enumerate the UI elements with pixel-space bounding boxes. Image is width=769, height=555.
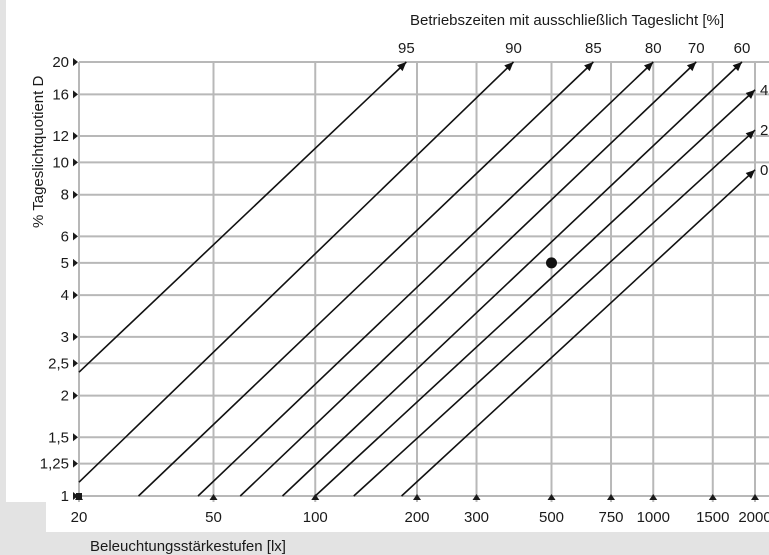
series-arrow-0 bbox=[745, 169, 755, 179]
y-tick-marker bbox=[73, 158, 78, 167]
series-lines bbox=[78, 61, 756, 497]
series-label-right-4: 4 bbox=[760, 82, 768, 99]
x-tick-marker bbox=[708, 494, 717, 500]
x-tick-label: 1000 bbox=[637, 509, 670, 526]
series-line-40 bbox=[314, 89, 756, 497]
series-arrow-60 bbox=[732, 62, 742, 72]
y-tick-marker bbox=[73, 232, 78, 241]
series-label-95: 95 bbox=[398, 40, 415, 57]
x-tick-marker bbox=[472, 494, 481, 500]
x-tick-label: 300 bbox=[464, 509, 489, 526]
y-tick-label: 2 bbox=[61, 388, 69, 405]
data-point-marker bbox=[546, 257, 558, 269]
x-tick-label: 750 bbox=[599, 509, 624, 526]
y-tick-marker bbox=[73, 291, 78, 300]
series-label-70: 70 bbox=[688, 40, 705, 57]
series-arrow-90 bbox=[504, 62, 514, 72]
y-tick-marker bbox=[73, 492, 78, 500]
x-tick-label: 500 bbox=[539, 509, 564, 526]
series-arrow-40 bbox=[745, 89, 755, 99]
series-line-60 bbox=[281, 61, 743, 497]
series-arrow-80 bbox=[643, 62, 654, 72]
x-tick-label: 20 bbox=[71, 509, 88, 526]
x-tick-label: 50 bbox=[205, 509, 222, 526]
y-tick-label: 6 bbox=[61, 228, 69, 245]
y-tick-marker bbox=[73, 433, 78, 442]
y-tick-marker bbox=[73, 58, 78, 66]
y-tick-label: 20 bbox=[52, 54, 69, 71]
x-tick-label: 1500 bbox=[696, 509, 729, 526]
y-tick-marker bbox=[73, 90, 78, 99]
y-tick-marker bbox=[73, 258, 78, 267]
x-tick-marker bbox=[751, 494, 759, 500]
series-label-right-2: 2 bbox=[760, 122, 768, 139]
y-tick-marker bbox=[73, 459, 78, 468]
series-label-90: 90 bbox=[505, 40, 522, 57]
y-tick-label: 1,25 bbox=[40, 456, 69, 473]
series-arrow-70 bbox=[686, 62, 697, 72]
x-tick-label: 200 bbox=[404, 509, 429, 526]
series-label-60: 60 bbox=[734, 40, 751, 57]
series-line-85 bbox=[137, 61, 594, 497]
series-label-right-0: 0 bbox=[760, 162, 768, 179]
series-line-20 bbox=[353, 129, 756, 497]
x-tick-marker bbox=[649, 494, 658, 500]
y-tick-marker bbox=[73, 132, 78, 141]
x-axis-label: Beleuchtungsstärkestufen [lx] bbox=[90, 538, 286, 555]
y-tick-label: 16 bbox=[52, 86, 69, 103]
series-line-80 bbox=[197, 61, 654, 497]
series-arrow-85 bbox=[584, 62, 594, 72]
top-axis-label: Betriebszeiten mit ausschließlich Tagesl… bbox=[410, 12, 724, 29]
series-label-85: 85 bbox=[585, 40, 602, 57]
y-tick-label: 2,5 bbox=[48, 355, 69, 372]
series-arrow-20 bbox=[745, 130, 755, 140]
x-tick-marker bbox=[547, 494, 556, 500]
y-tick-marker bbox=[73, 391, 78, 400]
y-tick-label: 12 bbox=[52, 128, 69, 145]
y-tick-label: 1 bbox=[61, 488, 69, 505]
y-tick-label: 8 bbox=[61, 187, 69, 204]
y-tick-label: 10 bbox=[52, 154, 69, 171]
series-line-70 bbox=[239, 61, 697, 497]
series-line-95 bbox=[78, 61, 407, 373]
x-tick-marker bbox=[607, 494, 616, 500]
y-tick-label: 3 bbox=[61, 329, 69, 346]
origin-marker bbox=[76, 493, 82, 499]
series-line-0 bbox=[400, 169, 756, 497]
bottom-axis-band-inner bbox=[46, 502, 769, 532]
y-tick-marker bbox=[73, 359, 78, 368]
y-tick-label: 5 bbox=[61, 255, 69, 272]
plot-area bbox=[79, 62, 769, 502]
y-tick-label: 1,5 bbox=[48, 429, 69, 446]
y-tick-marker bbox=[73, 332, 78, 341]
x-tick-label: 2000 bbox=[738, 509, 769, 526]
x-tick-label: 100 bbox=[303, 509, 328, 526]
y-tick-label: 4 bbox=[61, 287, 69, 304]
x-tick-marker bbox=[311, 494, 320, 500]
x-tick-marker bbox=[209, 494, 218, 500]
y-tick-marker bbox=[73, 190, 78, 199]
series-arrow-95 bbox=[397, 62, 407, 72]
left-border-strip bbox=[0, 0, 6, 555]
y-axis-label: % Tageslichtquotient D bbox=[30, 76, 47, 228]
x-tick-marker bbox=[413, 494, 421, 500]
data-points bbox=[546, 257, 558, 269]
series-line-90 bbox=[78, 61, 515, 483]
series-label-80: 80 bbox=[645, 40, 662, 57]
